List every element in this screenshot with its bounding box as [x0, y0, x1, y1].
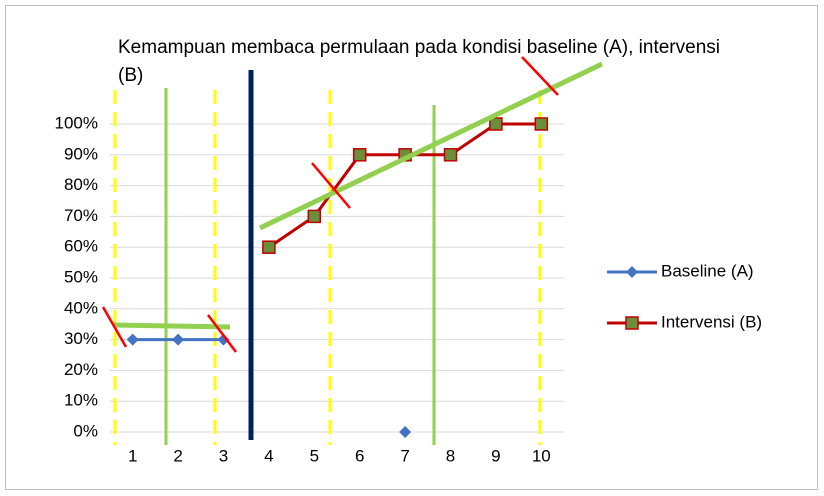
data-point [262, 240, 276, 254]
x-tick-label: 7 [400, 446, 409, 465]
annotations [113, 70, 542, 445]
y-tick-label: 50% [64, 267, 98, 286]
trend-annotations [101, 56, 604, 353]
x-tick-label: 9 [491, 446, 500, 465]
slash [311, 162, 351, 209]
x-tick-label: 10 [532, 446, 551, 465]
legend-label: Intervensi (B) [661, 312, 762, 331]
legend-marker [625, 316, 639, 330]
data-point [217, 333, 230, 346]
x-tick-label: 2 [173, 446, 182, 465]
data-point [489, 117, 503, 131]
y-tick-label: 30% [64, 329, 98, 348]
plot [126, 117, 549, 438]
y-tick-label: 80% [64, 175, 98, 194]
legend-label: Baseline (A) [661, 261, 754, 280]
x-tick-label: 1 [128, 446, 137, 465]
x-tick-label: 8 [446, 446, 455, 465]
y-tick-label: 100% [55, 113, 98, 132]
y-tick-label: 40% [64, 298, 98, 317]
data-point [172, 333, 185, 346]
slash [207, 314, 237, 353]
trend-line [112, 322, 231, 330]
y-tick-label: 0% [73, 421, 98, 440]
data-point [126, 333, 139, 346]
data-point [352, 148, 367, 162]
slash [101, 306, 128, 348]
x-tick-label: 6 [355, 446, 364, 465]
y-tick-label: 10% [64, 391, 98, 410]
x-tick-label: 5 [310, 446, 319, 465]
y-tick-label: 20% [64, 360, 98, 379]
data-point [443, 148, 458, 162]
data-point [534, 117, 549, 131]
x-tick-label: 4 [264, 446, 273, 465]
y-tick-label: 60% [64, 237, 98, 256]
data-point [307, 209, 322, 224]
x-tick-label: 3 [219, 446, 228, 465]
trend-line [258, 61, 604, 231]
y-tick-label: 70% [64, 206, 98, 225]
data-point [399, 426, 412, 438]
legend-marker [626, 266, 638, 278]
chart-title: Kemampuan membaca permulaan pada kondisi… [118, 37, 720, 86]
y-tick-label: 90% [64, 144, 98, 163]
slash [521, 56, 559, 96]
